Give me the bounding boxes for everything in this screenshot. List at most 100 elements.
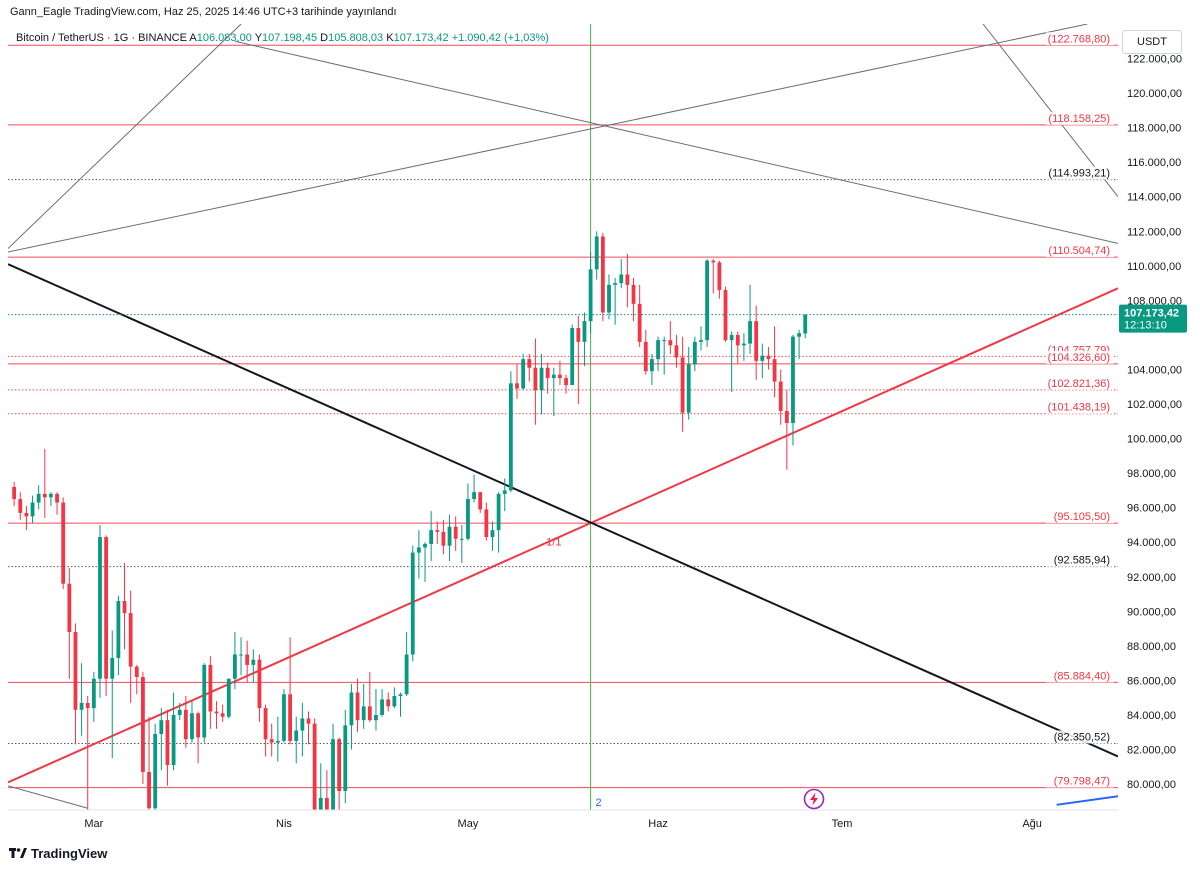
- candle-body: [386, 699, 391, 707]
- y-tick-label: 120.000,00: [1127, 88, 1182, 100]
- y-tick-label: 108.000,00: [1127, 295, 1182, 307]
- candle-body: [791, 336, 795, 424]
- candle-body: [374, 714, 378, 721]
- candle-body: [239, 654, 243, 656]
- y-tick-label: 82.000,00: [1127, 745, 1176, 757]
- candle-body: [797, 333, 802, 337]
- candle-body: [515, 383, 519, 389]
- candle-body: [269, 739, 274, 743]
- candle-body: [466, 499, 470, 539]
- candle-body: [447, 526, 452, 546]
- candle-body: [558, 374, 562, 379]
- candle-body: [508, 383, 513, 491]
- candle-body: [564, 378, 568, 386]
- candle-body: [662, 340, 667, 342]
- candle-body: [324, 797, 329, 810]
- candle-body: [668, 340, 673, 346]
- price-tag-value: 107.173,42: [1124, 308, 1179, 320]
- candle-body: [392, 695, 397, 707]
- candle-body: [98, 537, 102, 679]
- x-tick-label: May: [458, 818, 479, 830]
- trendline-fan-rising: [8, 24, 1088, 253]
- trendline-rising-red: [8, 287, 1118, 784]
- symbol-name[interactable]: Bitcoin / TetherUS · 1G · BINANCE: [16, 32, 187, 44]
- trendline-blue-segment: [1056, 795, 1118, 806]
- candle-body: [165, 720, 170, 766]
- candle-body: [337, 739, 342, 791]
- candle-body: [24, 512, 29, 517]
- level-label-8: (95.105,50): [1054, 511, 1110, 523]
- candle-body: [705, 260, 710, 341]
- close-label: K: [386, 32, 394, 44]
- lightning-icon[interactable]: [803, 788, 825, 815]
- candle-body: [742, 343, 746, 346]
- level-label-bg-3: [1046, 244, 1114, 258]
- candle-body: [594, 236, 599, 270]
- y-tick-label: 80.000,00: [1127, 779, 1176, 791]
- level-label-11: (82.350,52): [1054, 731, 1110, 743]
- candle-body: [692, 341, 697, 365]
- currency-button[interactable]: USDT: [1122, 30, 1182, 54]
- change-value: +1.090,42 (+1,03%): [451, 32, 549, 44]
- candle-body: [748, 321, 752, 344]
- candle-body: [803, 314, 808, 334]
- candle-body: [656, 340, 660, 360]
- candle-body: [104, 537, 109, 679]
- candle-body: [355, 692, 360, 721]
- level-label-bg-6: [1046, 376, 1114, 390]
- candle-body: [147, 771, 151, 809]
- low-label: D: [320, 32, 329, 44]
- candle-body: [637, 303, 642, 342]
- candle-body: [263, 708, 268, 740]
- candle-body: [527, 359, 532, 368]
- candle-body: [539, 367, 544, 391]
- y-tick-label: 118.000,00: [1127, 123, 1181, 135]
- candle-body: [275, 740, 280, 743]
- trendline-fan-steep-up: [8, 24, 242, 249]
- candle-body: [680, 357, 685, 413]
- price-tag-countdown: 12:13:10: [1124, 320, 1167, 332]
- candle-body: [85, 702, 90, 709]
- x-tick-label: Tem: [832, 818, 853, 830]
- candle-body: [607, 284, 611, 313]
- candle-body: [159, 720, 164, 734]
- candle-body: [257, 659, 262, 709]
- x-tick-label: Ağu: [1022, 818, 1042, 830]
- candle-body: [404, 654, 409, 695]
- candle-body: [141, 676, 145, 772]
- candle-body: [398, 694, 403, 696]
- price-axis: [1118, 0, 1200, 840]
- candle-body: [735, 334, 740, 346]
- candle-body: [380, 699, 384, 715]
- candle-body: [576, 328, 581, 342]
- open-label: A: [189, 32, 197, 44]
- trendline-fan-bottom-left: [8, 785, 88, 809]
- candle-body: [190, 713, 194, 740]
- candle-body: [331, 739, 335, 810]
- level-label-12: (79.798,47): [1054, 776, 1110, 788]
- candle-body: [153, 733, 158, 809]
- level-label-9: (92.585,94): [1054, 555, 1110, 567]
- candle-body: [251, 659, 256, 665]
- candle-body: [318, 797, 323, 810]
- publish-info: Gann_Eagle TradingView.com, Haz 25, 2025…: [10, 6, 397, 18]
- level-label-bg-9: [1046, 553, 1114, 567]
- candle-body: [625, 274, 630, 285]
- candle-body: [226, 678, 231, 717]
- candle-body: [429, 530, 434, 544]
- level-label-7: (101.438,19): [1048, 402, 1110, 414]
- y-tick-label: 104.000,00: [1127, 364, 1182, 376]
- candle-body: [588, 269, 593, 322]
- candle-body: [306, 718, 311, 724]
- candle-body: [220, 713, 225, 717]
- y-tick-label: 96.000,00: [1127, 503, 1176, 515]
- candle-body: [600, 236, 605, 313]
- candle-body: [496, 493, 501, 531]
- low-value: 105.808,03: [328, 32, 384, 44]
- candle-body: [643, 341, 648, 372]
- price-tag: [1119, 304, 1187, 333]
- x-tick-label: Haz: [648, 818, 668, 830]
- candle-body: [361, 706, 366, 721]
- candle-body: [435, 530, 440, 532]
